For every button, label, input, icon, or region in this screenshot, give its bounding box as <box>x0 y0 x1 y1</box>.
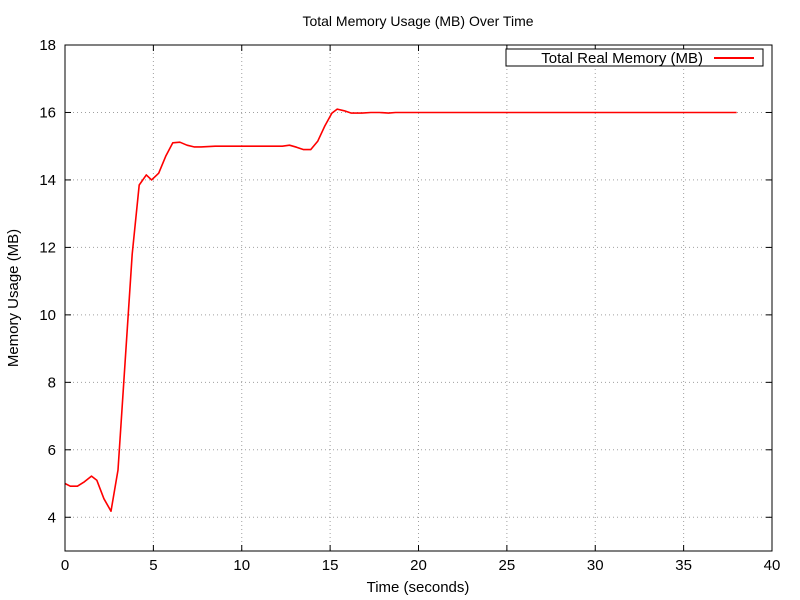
x-tick-label: 10 <box>233 557 250 574</box>
y-tick-label: 18 <box>39 37 56 54</box>
y-tick-label: 4 <box>48 509 56 526</box>
grid <box>65 45 772 551</box>
chart-title: Total Memory Usage (MB) Over Time <box>302 13 533 29</box>
x-axis-title: Time (seconds) <box>367 579 470 596</box>
x-tick-label: 20 <box>410 557 427 574</box>
x-tick-label: 15 <box>322 557 339 574</box>
y-axis-title: Memory Usage (MB) <box>5 229 22 367</box>
legend: Total Real Memory (MB) <box>505 48 764 67</box>
y-tick-label: 14 <box>39 172 56 189</box>
y-tick-label: 10 <box>39 307 56 324</box>
y-tick-label: 16 <box>39 104 56 121</box>
series-line-0 <box>64 108 737 513</box>
legend-box <box>505 48 764 67</box>
x-tick-label: 35 <box>675 557 692 574</box>
y-tick-label: 8 <box>48 374 56 391</box>
y-tick-label: 12 <box>39 239 56 256</box>
axis-ticks: 0 5 10 15 20 25 30 35 40 4 6 8 10 12 14 16 18 <box>39 37 780 574</box>
x-tick-label: 40 <box>764 557 781 574</box>
x-tick-label: 5 <box>149 557 157 574</box>
series-layer <box>64 108 737 513</box>
x-tick-label: 25 <box>499 557 516 574</box>
x-tick-label: 30 <box>587 557 604 574</box>
legend-entry-label: Total Real Memory (MB) <box>541 50 703 67</box>
y-tick-label: 6 <box>48 442 56 459</box>
x-tick-label: 0 <box>61 557 69 574</box>
